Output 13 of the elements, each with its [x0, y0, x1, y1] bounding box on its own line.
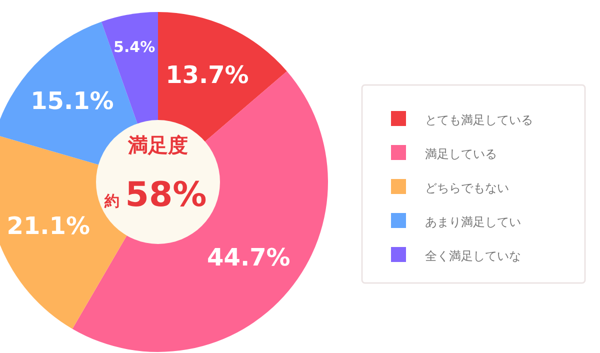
data-label: 5.4% [114, 38, 156, 56]
legend-label: 全く満足していな [425, 249, 521, 263]
data-label: 44.7% [207, 244, 290, 272]
text: 満足度 [127, 133, 188, 157]
legend-label: あまり満足してい [425, 215, 521, 229]
data-label: 15.1% [30, 86, 114, 115]
text: 約 [104, 192, 120, 210]
legend-label: どちらでもない [425, 181, 509, 195]
data-label: 13.7% [166, 60, 249, 89]
data-label: 21.1% [6, 212, 90, 240]
legend-label: とても満足している [425, 113, 533, 127]
legend-label: 満足している [425, 147, 497, 161]
text: 58% [125, 175, 207, 215]
